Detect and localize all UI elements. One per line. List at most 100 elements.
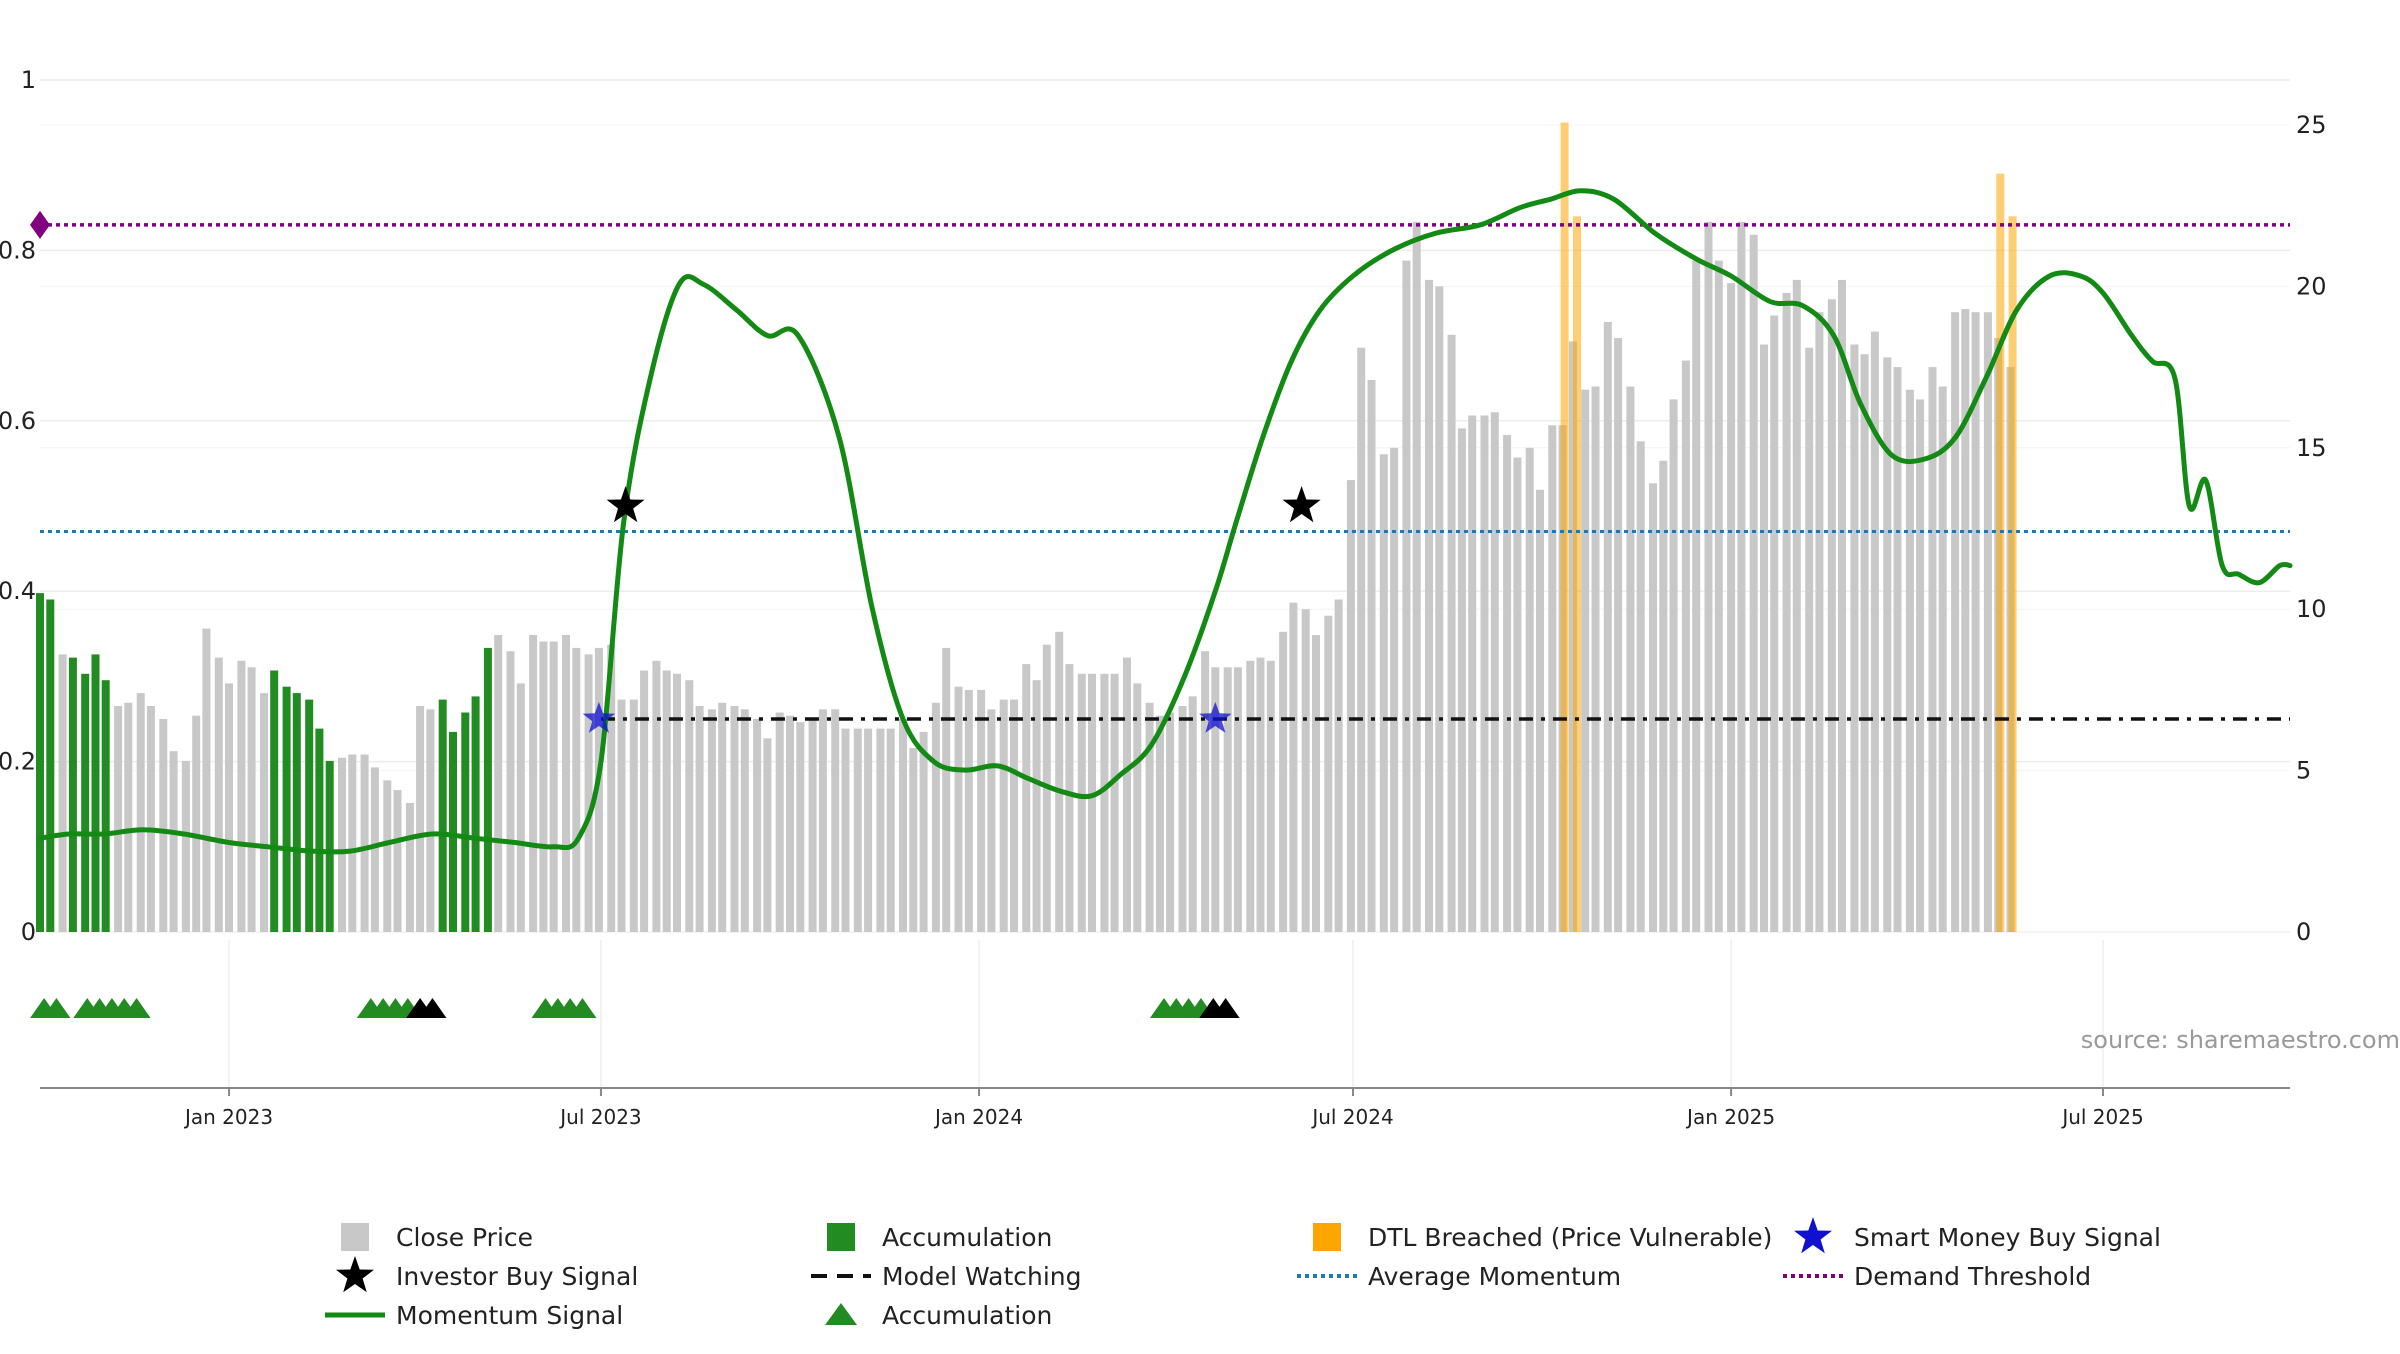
close-price-bar: [1727, 283, 1736, 932]
legend-label: Accumulation: [882, 1223, 1052, 1252]
close-price-bar: [1357, 347, 1366, 932]
smart-money-buy-star: [1199, 702, 1232, 733]
close-price-bar: [169, 751, 178, 932]
close-price-bar: [607, 644, 616, 932]
close-price-bar: [202, 628, 211, 932]
close-price-bar: [1447, 334, 1456, 932]
close-price-bar: [1770, 315, 1779, 932]
close-price-bar: [1928, 367, 1937, 933]
close-price-bar: [1649, 483, 1657, 932]
close-price-bar: [1490, 412, 1499, 932]
close-price-bar: [1289, 602, 1298, 932]
close-price-bar: [338, 757, 346, 932]
x-axis-tick-label: Jan 2024: [933, 1105, 1023, 1129]
legend-symbol-square-orange: [1313, 1223, 1341, 1251]
x-axis-tick-label: Jan 2023: [183, 1105, 273, 1129]
close-price-bar: [775, 712, 784, 932]
close-price-bar: [1692, 260, 1701, 933]
close-price-bar: [1367, 380, 1376, 932]
close-price-bar: [426, 709, 435, 932]
close-price-bar: [987, 709, 996, 932]
legend-symbol-star-black: [336, 1256, 374, 1293]
right-axis-tick-label: 15: [2296, 434, 2327, 462]
close-price-bar: [662, 670, 671, 932]
close-price-bar: [1536, 489, 1544, 932]
close-price-bar: [942, 647, 951, 932]
close-price-bar: [1626, 386, 1635, 932]
close-price-bar: [1312, 635, 1320, 932]
legend-item: Average Momentum: [1297, 1262, 1621, 1291]
close-price-bar: [673, 673, 681, 932]
close-price-bar: [1279, 631, 1288, 932]
close-price-bar: [695, 706, 704, 932]
close-price-bar: [1827, 299, 1836, 932]
bars-layer: [36, 122, 2017, 933]
close-price-bar: [1760, 344, 1768, 932]
legend-label: Average Momentum: [1368, 1262, 1621, 1291]
close-price-bar: [405, 802, 414, 932]
close-price-bar: [416, 706, 425, 932]
close-price-bar: [260, 693, 268, 932]
accumulation-triangle-black: [1211, 998, 1240, 1018]
close-price-bar: [707, 709, 716, 932]
legend-label: Demand Threshold: [1854, 1262, 2091, 1291]
close-price-bar: [1581, 389, 1590, 932]
close-price-bar: [1815, 312, 1824, 932]
close-price-bar: [1681, 360, 1690, 933]
left-axis-tick-label: 0.6: [0, 407, 36, 435]
close-price-bar: [348, 754, 357, 932]
close-price-bar: [964, 689, 973, 932]
accumulation-triangle: [122, 998, 151, 1018]
close-price-bar: [1223, 667, 1232, 932]
legend-symbol-square-gray: [341, 1223, 369, 1251]
close-price-bar: [225, 683, 233, 932]
close-price-bar: [1870, 331, 1879, 933]
close-price-bar: [640, 670, 649, 932]
close-price-bar: [539, 641, 548, 932]
close-price-bar: [1402, 260, 1411, 933]
accumulation-bar: [471, 696, 480, 932]
close-price-bar: [114, 706, 123, 932]
close-price-bar: [1614, 338, 1623, 932]
legend-label: Smart Money Buy Signal: [1854, 1223, 2161, 1252]
close-price-bar: [864, 728, 873, 932]
close-price-bar: [146, 706, 155, 932]
accumulation-triangle: [42, 998, 71, 1018]
grid-layer: [40, 79, 2290, 1088]
close-price-bar: [886, 728, 895, 932]
legend-label: Momentum Signal: [396, 1301, 623, 1330]
legend-item: DTL Breached (Price Vulnerable): [1313, 1223, 1772, 1252]
close-price-bar: [529, 635, 538, 932]
close-price-bar: [1065, 664, 1074, 932]
close-price-bar: [1425, 279, 1433, 932]
accumulation-bar: [449, 731, 457, 932]
close-price-bar: [1246, 660, 1255, 932]
legend-item: Close Price: [341, 1223, 533, 1252]
close-price-bar: [1301, 609, 1310, 932]
accumulation-bar: [325, 760, 334, 932]
close-price-bar: [1468, 415, 1477, 932]
close-price-bar: [763, 738, 772, 932]
close-price-bar: [1792, 279, 1801, 932]
legend-symbol-star-blue: [1794, 1217, 1832, 1254]
close-price-bar: [383, 780, 392, 932]
accumulation-bar: [438, 699, 447, 932]
close-price-bar: [919, 731, 928, 932]
accumulation-bar: [282, 686, 291, 932]
close-price-bar: [1266, 660, 1275, 932]
close-price-bar: [954, 686, 963, 932]
accumulation-bar: [68, 657, 77, 932]
close-price-bar: [718, 702, 727, 932]
close-price-bar: [1155, 715, 1164, 932]
close-price-bar: [1178, 706, 1187, 932]
left-axis-tick-label: 0: [21, 918, 36, 946]
close-price-bar: [1379, 454, 1388, 932]
legend-symbol-square-green: [827, 1223, 855, 1251]
legend-label: Investor Buy Signal: [396, 1262, 638, 1291]
close-price-bar: [594, 647, 603, 932]
close-price-bar: [1951, 312, 1960, 932]
close-price-bar: [1704, 221, 1713, 933]
accumulation-bar: [91, 654, 100, 932]
